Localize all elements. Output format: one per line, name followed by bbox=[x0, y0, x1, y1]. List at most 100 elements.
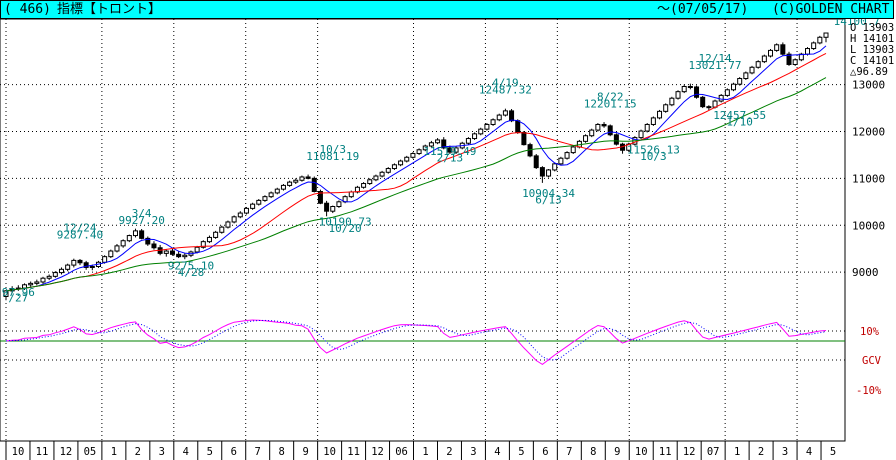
candlestick-series bbox=[3, 32, 829, 301]
candle-body bbox=[718, 94, 724, 102]
index-name: 指標【トロント】 bbox=[57, 2, 162, 17]
price-annotation: 6/13 bbox=[535, 194, 562, 207]
month-label: 3 bbox=[159, 446, 165, 458]
candle-body bbox=[391, 164, 397, 170]
candle-body bbox=[77, 259, 83, 264]
ohlc-readout: O 13903 H 14101 L 13903 C 14101 △96.89 bbox=[850, 22, 894, 78]
candle-body bbox=[663, 104, 669, 112]
candle-body bbox=[28, 282, 34, 286]
month-label: 2 bbox=[758, 446, 764, 458]
candle-body bbox=[145, 237, 151, 245]
candle-body bbox=[52, 272, 58, 277]
month-label: 2 bbox=[446, 446, 452, 458]
price-annotation: 10/3 bbox=[640, 150, 667, 163]
price-annotation: 10904.34 bbox=[522, 187, 575, 200]
candle-body bbox=[428, 142, 434, 147]
price-annotation: 11526.13 bbox=[627, 144, 680, 157]
candle-body bbox=[336, 201, 342, 207]
price-annotation: 4/19 bbox=[492, 77, 519, 90]
candle-body bbox=[613, 134, 619, 145]
month-label: 12 bbox=[60, 446, 73, 458]
candle-body bbox=[71, 259, 77, 266]
month-label: 4 bbox=[806, 446, 812, 458]
candle-body bbox=[132, 230, 138, 237]
osc-fast-line bbox=[5, 319, 827, 366]
copyright-brand: (C)GOLDEN CHART bbox=[772, 2, 890, 17]
price-annotation: 11081.19 bbox=[306, 150, 359, 163]
ma-long-line bbox=[5, 77, 827, 292]
candle-body bbox=[570, 146, 576, 154]
candle-body bbox=[200, 241, 206, 248]
candle-body bbox=[176, 253, 182, 258]
candle-body bbox=[681, 86, 687, 93]
candle-body bbox=[650, 117, 656, 125]
price-annotation: 12201.15 bbox=[584, 98, 637, 111]
price-annotation: 9275.10 bbox=[168, 259, 214, 272]
month-label: 12 bbox=[371, 446, 384, 458]
oscillator-labels: 10% GCV -10% bbox=[856, 326, 882, 397]
high-value: H 14101 bbox=[850, 33, 894, 45]
candle-body bbox=[89, 266, 95, 268]
candle-body bbox=[280, 184, 286, 190]
candle-body bbox=[311, 177, 317, 192]
candle-body bbox=[441, 139, 447, 149]
price-annotation: 12457.55 bbox=[713, 109, 766, 122]
candle-body bbox=[299, 176, 305, 181]
y-tick-label: 13000 bbox=[852, 79, 885, 92]
candle-body bbox=[453, 147, 459, 153]
candle-body bbox=[675, 91, 681, 99]
candle-body bbox=[237, 212, 243, 218]
candle-body bbox=[102, 256, 108, 263]
month-label: 3 bbox=[470, 446, 476, 458]
candle-body bbox=[724, 89, 730, 96]
ma-short-line bbox=[5, 45, 827, 292]
candle-body bbox=[330, 206, 336, 212]
candle-body bbox=[589, 129, 595, 137]
candle-body bbox=[749, 66, 755, 74]
candle-body bbox=[293, 179, 299, 183]
osc-lower-label: -10% bbox=[856, 385, 882, 397]
candle-body bbox=[700, 96, 706, 108]
osc-gcv-label: GCV bbox=[862, 355, 882, 367]
candle-body bbox=[780, 44, 786, 55]
month-label: 3 bbox=[782, 446, 788, 458]
candle-body bbox=[546, 169, 552, 177]
candle-body bbox=[40, 277, 46, 283]
candle-body bbox=[731, 83, 737, 91]
moving-average-lines bbox=[5, 45, 827, 292]
month-label: 10 bbox=[635, 446, 648, 458]
candle-body bbox=[509, 110, 515, 122]
month-label: 11 bbox=[347, 446, 360, 458]
candle-body bbox=[231, 216, 237, 223]
month-label: 05 bbox=[84, 446, 97, 458]
price-annotation: 97.96 bbox=[2, 286, 35, 299]
osc-upper-label: 10% bbox=[860, 326, 880, 338]
open-value: O 13903 bbox=[850, 22, 894, 34]
price-annotation: 12/14 bbox=[698, 52, 731, 65]
month-axis: 10 11 12 05 1 2 3 4 5 6 7 8 9 10 11 12 06 1 2 3 4 5 6 7 8 9 10 11 12… bbox=[0, 440, 845, 460]
candle-body bbox=[404, 156, 410, 162]
candle-body bbox=[644, 123, 650, 132]
candle-body bbox=[817, 36, 823, 44]
candle-body bbox=[521, 131, 527, 146]
candle-body bbox=[126, 235, 132, 242]
candle-body bbox=[687, 86, 693, 88]
month-label: 5 bbox=[207, 446, 213, 458]
candle-body bbox=[268, 192, 274, 198]
candle-body bbox=[194, 246, 200, 253]
candle-body bbox=[379, 171, 385, 177]
candle-body bbox=[317, 191, 323, 204]
month-label: 11 bbox=[36, 446, 49, 458]
candle-body bbox=[206, 236, 212, 243]
candle-body bbox=[163, 250, 169, 254]
month-label: 11 bbox=[659, 446, 672, 458]
candle-body bbox=[657, 110, 663, 119]
month-label: 2 bbox=[135, 446, 141, 458]
month-label: 10 bbox=[323, 446, 336, 458]
candle-body bbox=[274, 188, 280, 194]
candle-body bbox=[601, 123, 607, 127]
candle-body bbox=[108, 250, 114, 258]
y-axis: 13000 12000 11000 10000 9000 bbox=[852, 79, 885, 280]
candle-body bbox=[564, 152, 570, 159]
candle-body bbox=[213, 231, 219, 238]
